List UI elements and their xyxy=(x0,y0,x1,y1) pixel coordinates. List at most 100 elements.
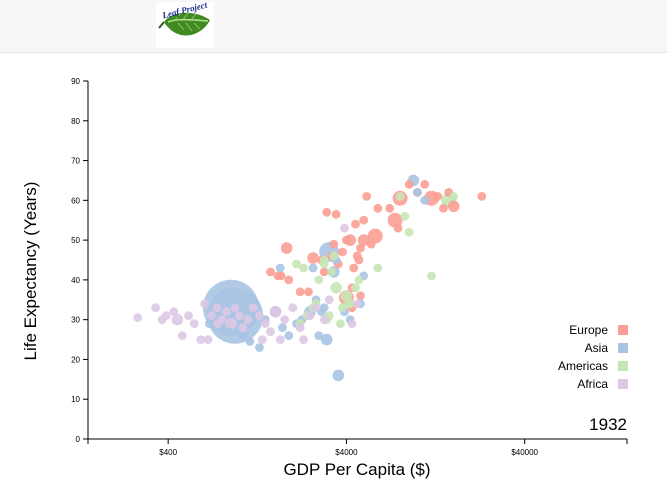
x-tick: $40000 xyxy=(511,439,539,457)
data-point-asia xyxy=(314,331,324,340)
data-point-europe xyxy=(356,243,365,253)
x-axis: $400 $4000 $40000 xyxy=(87,438,628,457)
data-point-africa xyxy=(319,315,329,325)
data-point-africa xyxy=(189,319,199,328)
data-point-africa xyxy=(280,315,289,325)
y-tick-label: 10 xyxy=(71,395,80,404)
data-point-europe xyxy=(356,291,365,301)
data-point-asia xyxy=(255,343,264,352)
data-point-americas xyxy=(427,271,436,281)
data-point-africa xyxy=(275,335,285,344)
data-point-europe xyxy=(276,271,286,281)
legend-label: Asia xyxy=(585,341,609,355)
y-tick: 20 xyxy=(71,355,88,364)
data-point-americas xyxy=(314,275,324,285)
data-point-europe xyxy=(404,180,414,189)
data-point-americas xyxy=(395,192,405,201)
data-point-americas xyxy=(343,299,353,309)
data-point-africa xyxy=(234,311,244,321)
data-point-africa xyxy=(305,311,315,321)
scatter-chart: 0 10 20 30 40 50 60 70 80 90 $400 $4000 $40000 Life… xyxy=(21,77,628,479)
data-point-americas xyxy=(299,263,308,273)
data-point-africa xyxy=(352,299,362,309)
data-point-africa xyxy=(222,307,231,317)
y-tick: 80 xyxy=(71,117,88,126)
data-point-americas xyxy=(400,211,410,221)
data-point-americas xyxy=(327,267,336,277)
data-point-africa xyxy=(269,305,282,318)
legend-item: Africa xyxy=(577,377,628,391)
y-tick: 30 xyxy=(71,316,88,325)
header-bar: Leaf Project xyxy=(0,0,667,53)
data-point-africa xyxy=(171,313,184,326)
data-point-europe xyxy=(351,219,360,229)
data-point-africa xyxy=(266,327,275,336)
data-point-europe xyxy=(338,247,347,257)
data-point-europe xyxy=(284,275,294,285)
data-point-africa xyxy=(213,319,223,328)
data-point-europe xyxy=(357,234,370,246)
data-point-africa xyxy=(184,311,193,321)
data-point-africa xyxy=(288,303,298,313)
data-point-asia xyxy=(204,319,214,328)
data-point-europe xyxy=(349,263,359,273)
data-point-europe xyxy=(393,223,403,233)
y-tick: 0 xyxy=(76,435,88,444)
legend-swatch xyxy=(618,325,628,335)
x-tick-label: $400 xyxy=(159,448,177,457)
logo[interactable]: Leaf Project xyxy=(156,0,214,48)
x-tick-label: $40000 xyxy=(511,448,538,457)
y-tick-label: 0 xyxy=(76,435,81,444)
data-point-africa xyxy=(133,313,143,323)
data-point-europe xyxy=(366,239,376,249)
data-point-asia xyxy=(224,327,234,336)
data-point-africa xyxy=(207,311,216,321)
data-point-asia xyxy=(413,188,422,197)
data-point-asia xyxy=(278,323,287,332)
legend-swatch xyxy=(618,379,628,389)
data-point-europe xyxy=(362,192,372,201)
data-point-asia xyxy=(319,303,329,313)
y-axis-label: Life Expectancy (Years) xyxy=(21,182,40,361)
data-point-africa xyxy=(151,303,161,313)
data-point-europe xyxy=(420,180,430,189)
y-tick: 60 xyxy=(71,196,88,205)
data-point-americas xyxy=(340,290,353,302)
data-point-europe xyxy=(331,209,341,219)
data-point-africa xyxy=(255,311,264,321)
data-point-europe xyxy=(433,192,443,201)
data-point-africa xyxy=(200,299,210,309)
data-point-africa xyxy=(203,335,213,344)
y-tick-label: 50 xyxy=(71,236,80,245)
data-point-europe xyxy=(319,267,329,277)
data-point-europe xyxy=(385,203,395,213)
data-point-africa xyxy=(340,223,349,233)
y-tick-label: 90 xyxy=(71,77,80,86)
data-point-africa xyxy=(324,295,334,305)
y-tick: 10 xyxy=(71,395,88,404)
y-tick: 50 xyxy=(71,236,88,245)
y-tick-label: 60 xyxy=(71,196,80,205)
legend: Europe Asia Americas Africa xyxy=(558,323,628,391)
data-point-americas xyxy=(330,282,342,294)
data-point-asia xyxy=(320,333,333,346)
year-label: 1932 xyxy=(589,415,627,434)
y-tick: 90 xyxy=(71,77,88,86)
data-point-africa xyxy=(295,323,305,332)
data-point-americas xyxy=(329,251,339,261)
data-point-europe xyxy=(352,251,362,261)
data-point-africa xyxy=(299,335,308,344)
legend-swatch xyxy=(618,343,628,353)
data-point-europe xyxy=(304,287,313,297)
legend-label: Europe xyxy=(569,323,608,337)
data-point-africa xyxy=(243,315,253,325)
data-point-africa xyxy=(257,335,267,344)
data-point-asia xyxy=(308,263,318,273)
y-tick: 40 xyxy=(71,276,88,285)
data-point-europe xyxy=(477,192,487,201)
data-point-europe xyxy=(322,207,332,217)
leaf-logo-icon: Leaf Project xyxy=(156,0,214,48)
data-point-africa xyxy=(230,303,240,313)
data-point-africa xyxy=(212,303,222,313)
data-point-asia xyxy=(332,369,345,382)
